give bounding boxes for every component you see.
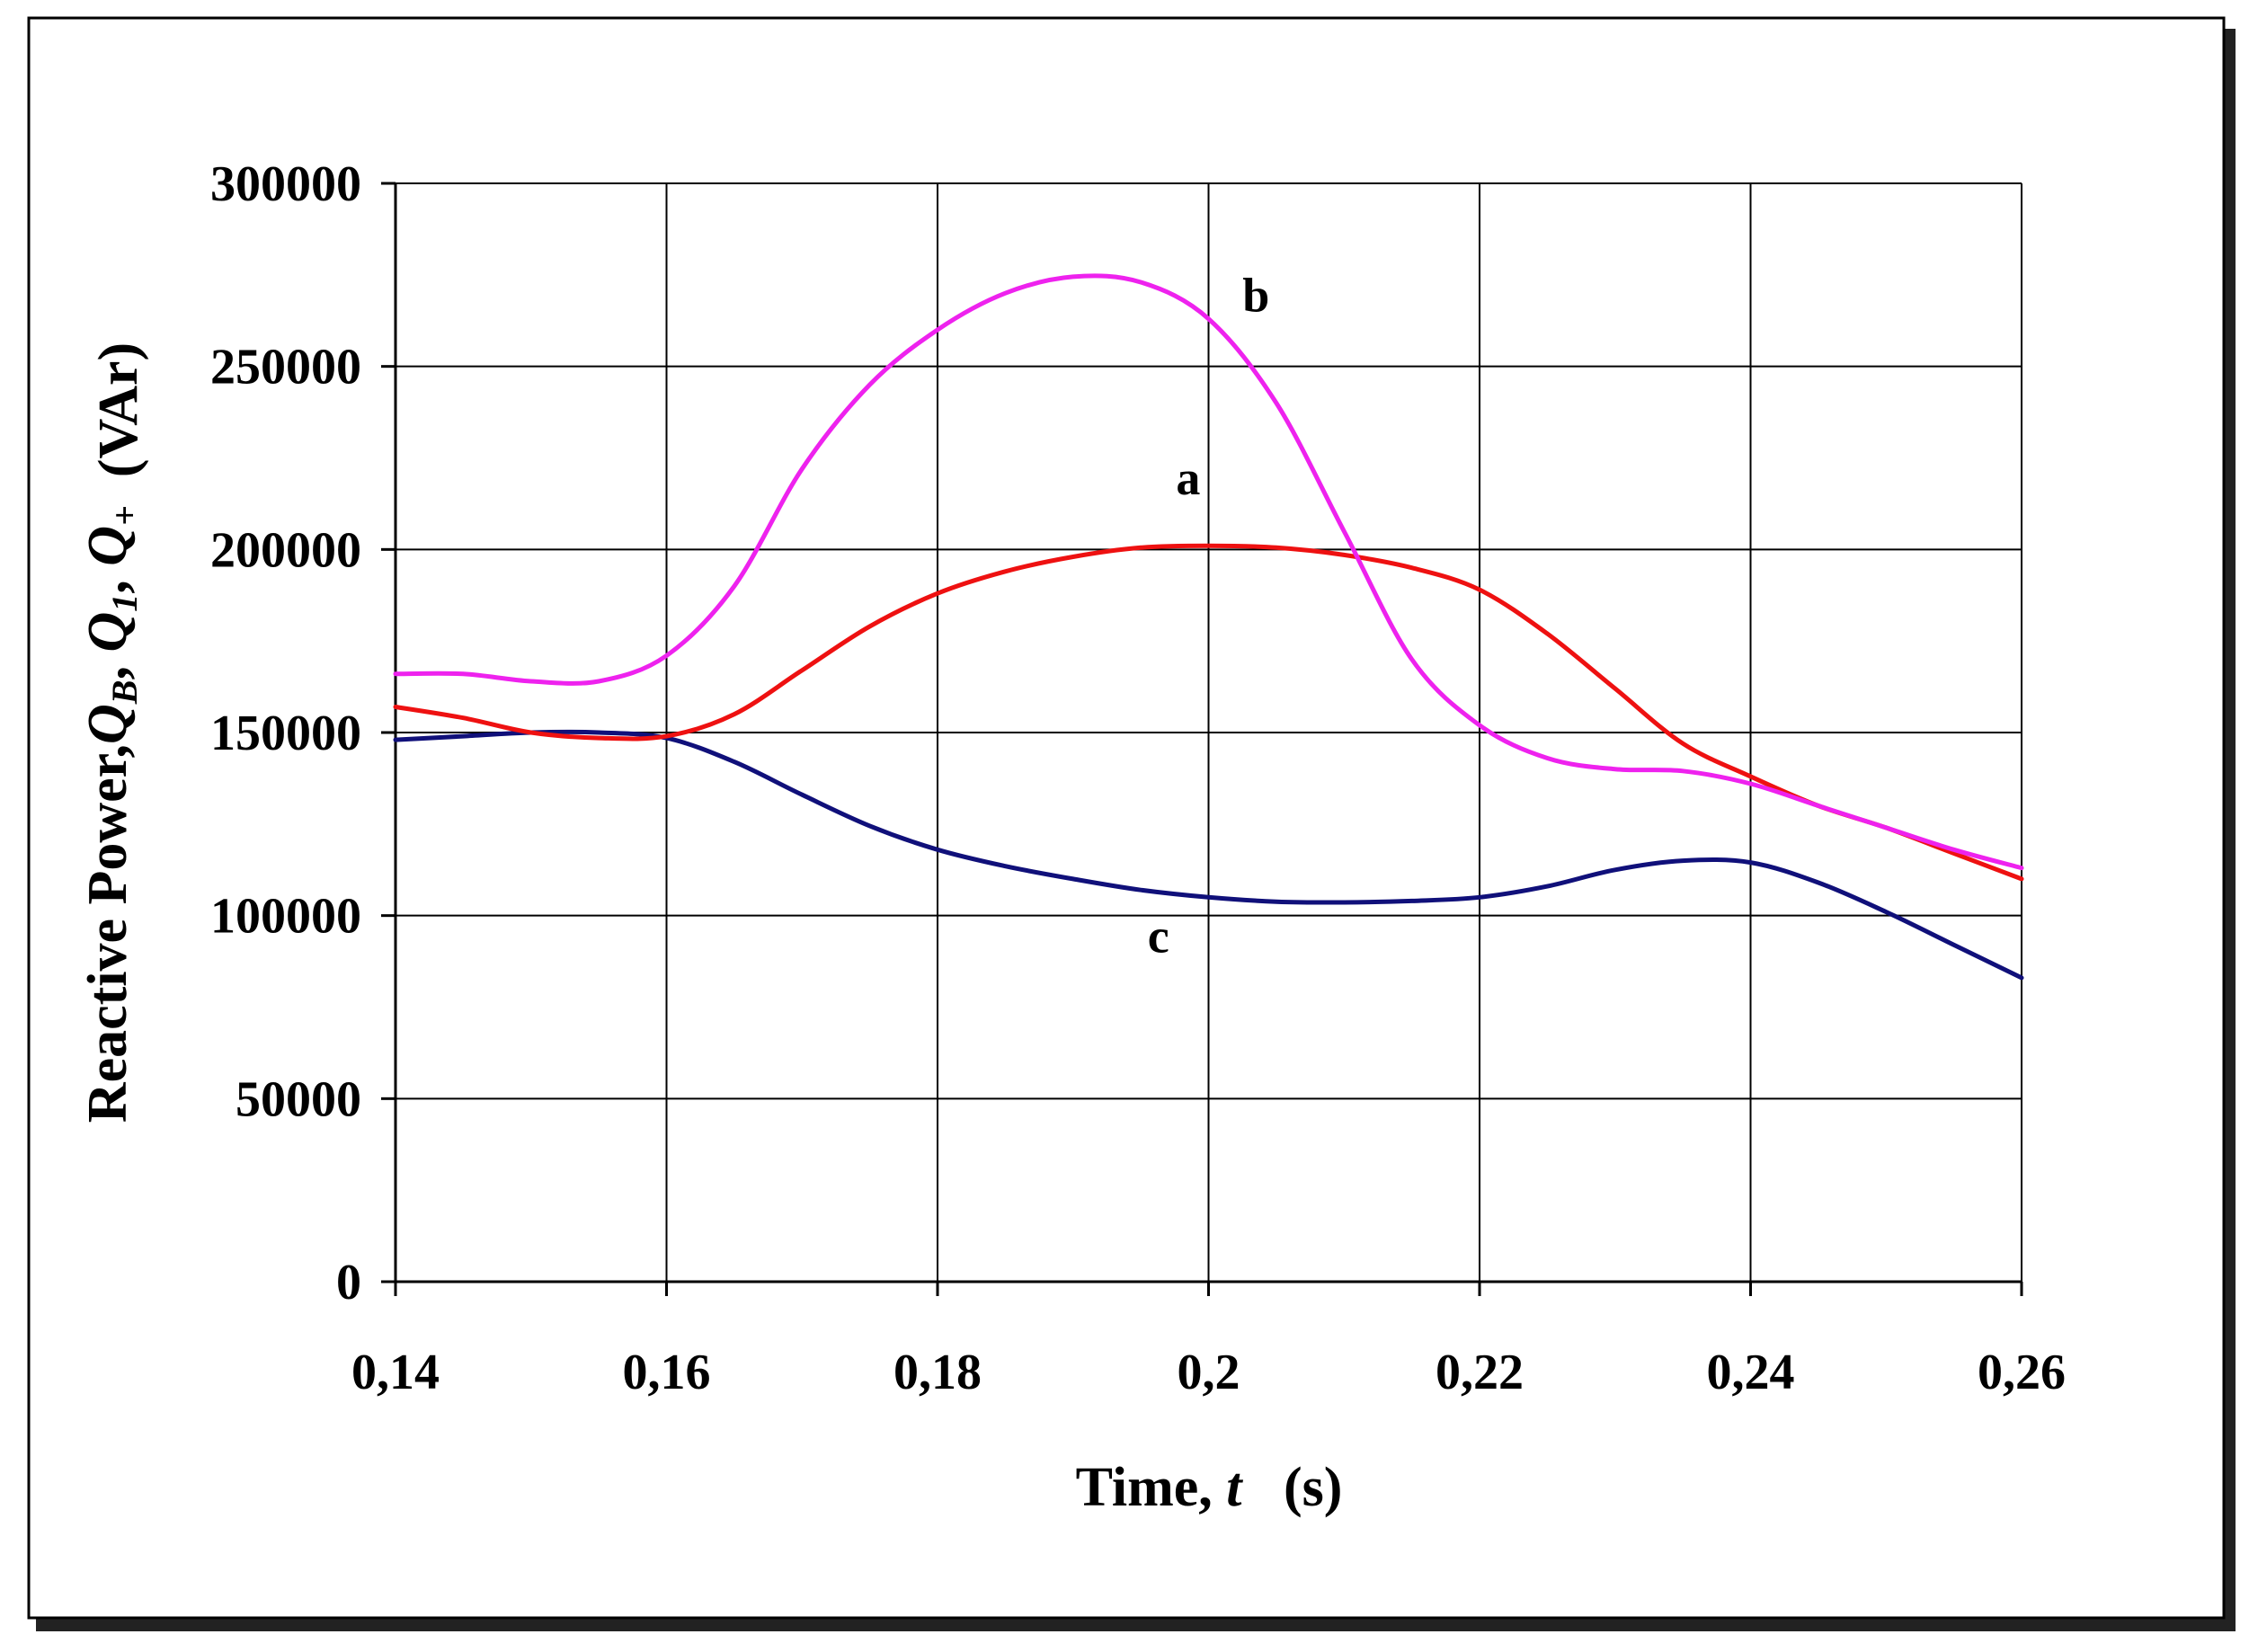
y-axis-title-subscript: 1 xyxy=(104,594,145,612)
tick-labels: 0 50000 100000 150000 200000 250000 300000 0,14… xyxy=(210,156,2066,1400)
series-line-a xyxy=(393,543,2024,882)
x-axis-title-variable: t xyxy=(1226,1457,1243,1518)
y-axis-title-subscript: B xyxy=(104,680,145,706)
y-axis-title-separator: , xyxy=(77,566,138,594)
x-tick-label: 0,14 xyxy=(351,1345,440,1400)
series-line-b xyxy=(393,273,2024,871)
y-tick-label: 100000 xyxy=(210,889,361,945)
x-tick-label: 0,18 xyxy=(893,1345,982,1400)
curve-label-b: b xyxy=(1242,269,1269,323)
curve-label-a: a xyxy=(1176,451,1200,505)
y-axis-title-symbol: Q xyxy=(77,526,138,566)
x-axis-title-unit: (s) xyxy=(1241,1457,1342,1518)
y-axis-title-subscript: + xyxy=(104,505,145,526)
y-tick-label: 250000 xyxy=(210,340,361,395)
y-axis-title-unit: (VAr) xyxy=(88,342,149,505)
y-axis-title-symbol: Q xyxy=(77,704,138,744)
x-tick-label: 0,2 xyxy=(1178,1345,1240,1400)
x-tick-label: 0,22 xyxy=(1436,1345,1524,1400)
y-tick-label: 150000 xyxy=(210,706,361,761)
y-axis-title-prefix: Reactive Power, xyxy=(77,744,138,1123)
x-tick-label: 0,26 xyxy=(1978,1345,2066,1400)
axes xyxy=(381,182,2023,1296)
data-series xyxy=(393,273,2024,981)
x-axis-title-prefix: Time, xyxy=(1076,1457,1227,1518)
y-tick-label: 200000 xyxy=(210,522,361,578)
y-axis-title: Reactive Power,QB, Q1, Q+ (VAr) xyxy=(77,342,149,1123)
y-axis-title-symbol: Q xyxy=(77,612,138,653)
y-tick-label: 0 xyxy=(336,1255,361,1310)
y-tick-label: 50000 xyxy=(236,1071,361,1127)
curve-labels: a b c xyxy=(1148,269,1270,964)
curve-label-c: c xyxy=(1148,909,1169,963)
y-tick-label: 300000 xyxy=(210,156,361,212)
y-axis-title-separator: , xyxy=(77,653,138,680)
x-tick-label: 0,16 xyxy=(623,1345,711,1400)
x-axis-title: Time, t (s) xyxy=(1076,1457,1343,1518)
x-tick-label: 0,24 xyxy=(1707,1345,1795,1400)
